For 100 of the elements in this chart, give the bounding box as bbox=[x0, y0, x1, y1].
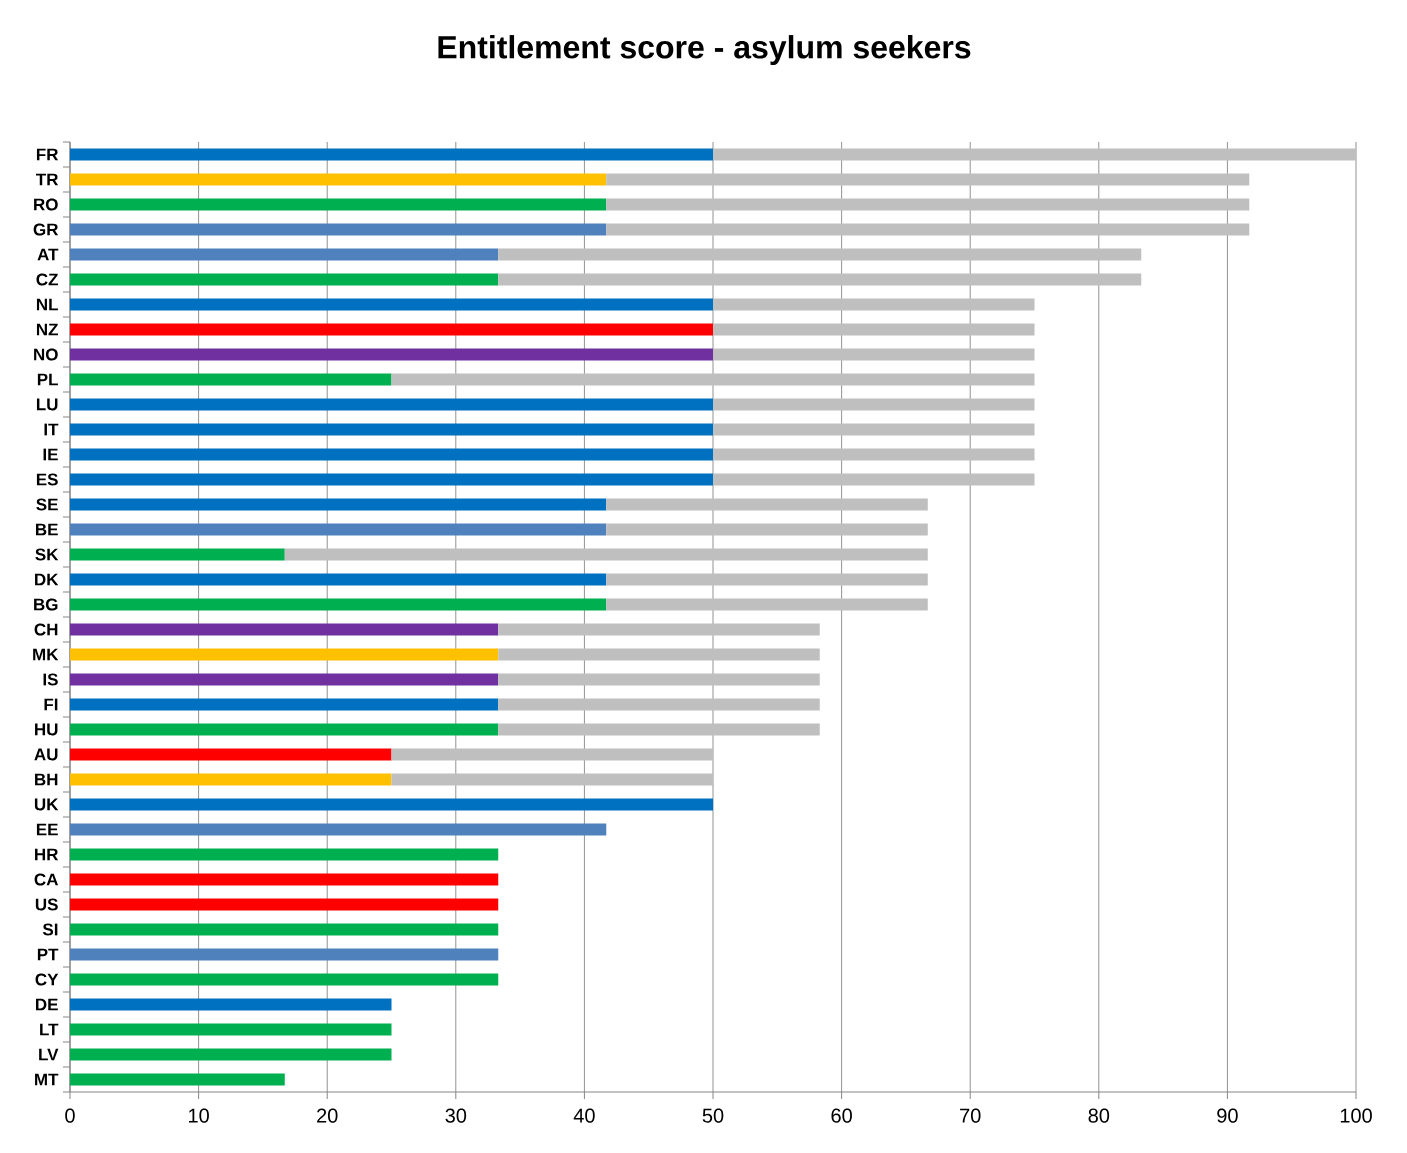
chart-title: Entitlement score - asylum seekers bbox=[438, 35, 971, 65]
y-tick-label: GR bbox=[33, 223, 59, 236]
bar bbox=[70, 648, 499, 661]
bar bbox=[70, 148, 714, 161]
y-tick-label: LV bbox=[39, 1048, 59, 1061]
bar bbox=[498, 648, 820, 661]
bar bbox=[70, 923, 499, 936]
x-tick-label: 20 bbox=[317, 1108, 338, 1123]
bar bbox=[70, 948, 499, 961]
bar bbox=[713, 298, 1035, 311]
y-tick-label: AU bbox=[34, 748, 58, 761]
bar bbox=[70, 873, 499, 886]
y-tick-label: NO bbox=[34, 348, 58, 361]
y-tick-label: MK bbox=[33, 648, 59, 661]
y-tick-label: US bbox=[35, 898, 58, 911]
bar bbox=[70, 548, 285, 561]
bar bbox=[284, 548, 928, 561]
y-tick-label: BH bbox=[35, 773, 58, 786]
bar bbox=[70, 773, 392, 786]
bar bbox=[713, 473, 1035, 486]
bar bbox=[70, 498, 607, 511]
y-tick-label: FI bbox=[44, 698, 58, 711]
bar bbox=[70, 848, 499, 861]
x-tick-label: 80 bbox=[1088, 1108, 1110, 1123]
bar bbox=[606, 523, 928, 536]
bar bbox=[70, 573, 607, 586]
x-tick-label: 30 bbox=[445, 1108, 467, 1123]
y-tick-label: DK bbox=[35, 573, 59, 586]
x-tick-label: 10 bbox=[189, 1108, 209, 1123]
bar bbox=[70, 748, 392, 761]
y-tick-label: HR bbox=[35, 848, 59, 861]
y-tick-label: PT bbox=[37, 948, 59, 961]
bar bbox=[713, 398, 1035, 411]
bar bbox=[498, 723, 820, 736]
bar bbox=[70, 1073, 285, 1086]
y-tick-label: IE bbox=[43, 448, 58, 461]
y-tick-label: MT bbox=[35, 1073, 59, 1086]
y-tick-label: IS bbox=[43, 673, 58, 686]
bar bbox=[606, 498, 928, 511]
bar bbox=[70, 223, 607, 236]
y-tick-label: PL bbox=[37, 373, 58, 386]
bar bbox=[70, 348, 714, 361]
y-tick-label: CH bbox=[34, 623, 58, 636]
y-tick-label: BE bbox=[36, 523, 58, 536]
y-tick-label: CY bbox=[35, 973, 59, 986]
bar bbox=[606, 173, 1250, 186]
y-tick-label: RO bbox=[34, 198, 58, 211]
y-tick-label: CA bbox=[34, 873, 59, 886]
bar bbox=[498, 673, 820, 686]
bar bbox=[70, 323, 714, 336]
y-tick-label: AT bbox=[37, 248, 59, 261]
y-tick-label: CZ bbox=[36, 273, 58, 286]
bar bbox=[70, 623, 499, 636]
bar bbox=[498, 698, 820, 711]
bar bbox=[70, 898, 499, 911]
x-tick-label: 70 bbox=[960, 1108, 981, 1123]
x-tick-label: 100 bbox=[1340, 1108, 1372, 1123]
y-tick-label: LT bbox=[40, 1023, 59, 1036]
bar bbox=[606, 223, 1250, 236]
y-tick-label: HU bbox=[35, 723, 58, 736]
y-tick-label: SE bbox=[36, 498, 58, 511]
bar bbox=[713, 423, 1035, 436]
bar bbox=[70, 373, 392, 386]
bar bbox=[606, 198, 1250, 211]
y-tick-label: SI bbox=[42, 923, 58, 936]
x-tick-label: 0 bbox=[65, 1108, 75, 1123]
bar bbox=[498, 273, 1142, 286]
bar bbox=[70, 173, 607, 186]
bar bbox=[391, 773, 714, 786]
bar bbox=[713, 148, 1357, 161]
x-tick-label: 60 bbox=[831, 1108, 852, 1123]
y-tick-label: SK bbox=[35, 548, 59, 561]
bar bbox=[498, 623, 820, 636]
bar bbox=[391, 373, 1035, 386]
bar bbox=[713, 323, 1035, 336]
bar bbox=[70, 798, 714, 811]
bar bbox=[713, 348, 1035, 361]
bar bbox=[70, 723, 499, 736]
bar bbox=[70, 423, 714, 436]
y-tick-label: FR bbox=[36, 148, 59, 161]
bar bbox=[70, 1048, 392, 1061]
y-tick-label: EE bbox=[36, 823, 58, 836]
bar bbox=[70, 273, 499, 286]
x-tick-label: 90 bbox=[1217, 1108, 1238, 1123]
bar bbox=[70, 1023, 392, 1036]
bar bbox=[391, 748, 714, 761]
bar bbox=[70, 398, 714, 411]
bar bbox=[70, 298, 714, 311]
bar bbox=[70, 198, 607, 211]
y-tick-label: DE bbox=[36, 998, 58, 1011]
bar bbox=[70, 823, 607, 836]
y-tick-label: BG bbox=[34, 598, 58, 611]
y-tick-label: TR bbox=[35, 173, 59, 186]
y-tick-label: NL bbox=[36, 298, 58, 311]
y-tick-label: IT bbox=[44, 423, 59, 436]
bar bbox=[70, 248, 499, 261]
bar bbox=[606, 573, 928, 586]
x-tick-label: 40 bbox=[573, 1108, 595, 1123]
y-tick-label: NZ bbox=[36, 323, 58, 336]
bar bbox=[70, 473, 714, 486]
